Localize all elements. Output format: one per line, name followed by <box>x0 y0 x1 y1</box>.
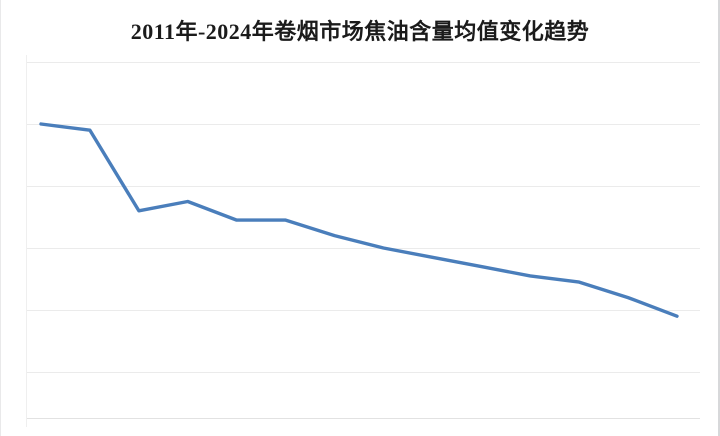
series-line-tar-average <box>39 122 679 318</box>
line-chart-svg <box>26 55 700 427</box>
plot-area <box>26 55 700 427</box>
page-title: 2011年-2024年卷烟市场焦油含量均值变化趋势 <box>130 19 590 44</box>
gridlines-group <box>26 62 700 420</box>
